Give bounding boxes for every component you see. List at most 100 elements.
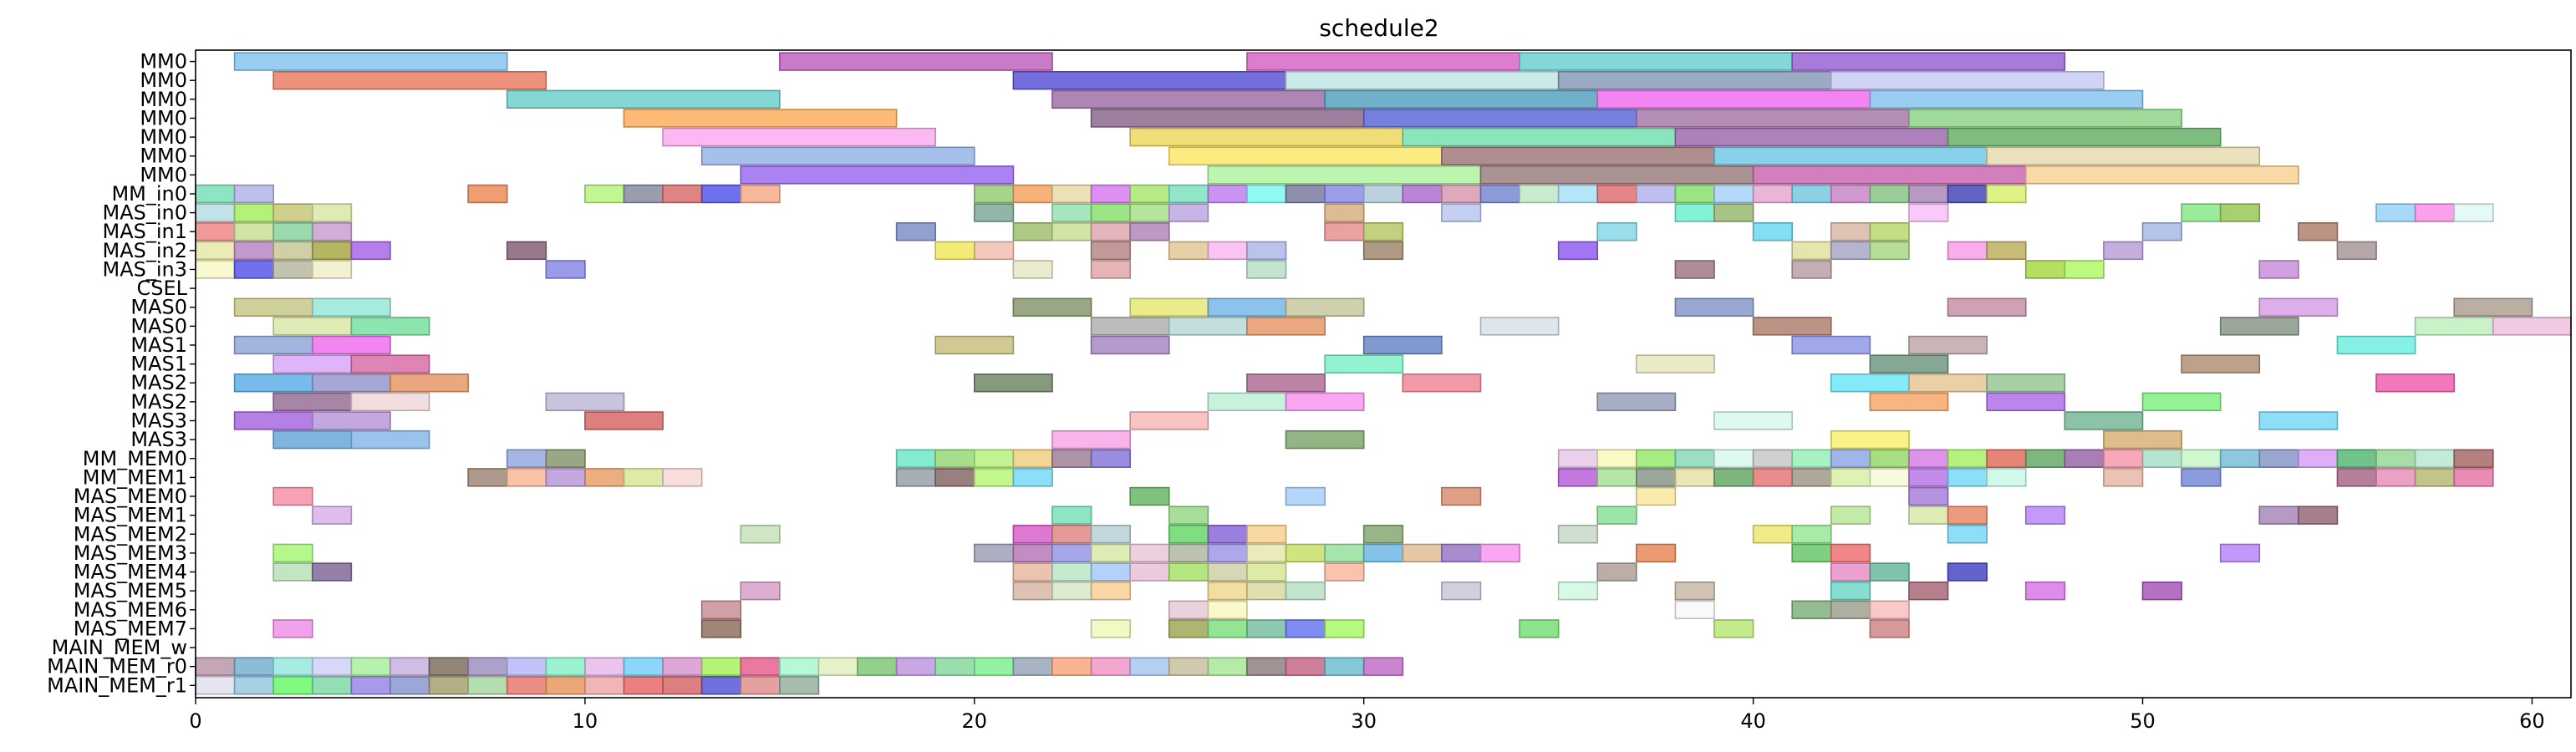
task-bar	[1791, 52, 2066, 71]
task-bar	[1051, 429, 1131, 450]
task-bar	[779, 657, 820, 676]
task-bar	[1246, 241, 1287, 261]
task-bar	[195, 241, 236, 261]
task-bar	[1791, 543, 1832, 563]
task-bar	[2064, 411, 2144, 430]
task-bar	[1207, 657, 1248, 676]
task-bar	[1596, 468, 1637, 487]
task-bar	[1402, 127, 1677, 147]
task-bar	[2219, 317, 2299, 336]
task-bar	[584, 676, 625, 695]
y-tick-label: MM0	[140, 69, 187, 92]
task-bar	[1557, 70, 1832, 90]
task-bar	[1362, 525, 1404, 544]
task-bar	[1090, 581, 1131, 601]
task-bar	[2219, 203, 2261, 222]
task-bar	[895, 468, 937, 487]
task-bar	[1090, 109, 1365, 128]
task-bar	[2414, 468, 2456, 487]
task-bar	[1830, 241, 1871, 261]
y-tick-label: MM0	[140, 88, 187, 111]
plot-frame	[195, 49, 2572, 699]
task-bar	[311, 297, 391, 317]
task-bar	[272, 429, 353, 450]
task-bar	[1090, 203, 1131, 222]
task-bar	[1713, 411, 1793, 430]
task-bar	[1636, 449, 1677, 468]
task-bar	[389, 676, 430, 695]
task-bar	[1791, 449, 1832, 468]
task-bar	[389, 657, 430, 676]
task-bar	[2336, 468, 2377, 487]
task-bar	[1479, 317, 1560, 336]
task-bar	[545, 449, 586, 468]
task-bar	[1129, 543, 1170, 563]
task-bar	[1674, 127, 1949, 147]
task-bar	[1285, 297, 1365, 317]
task-bar	[1908, 449, 1949, 468]
task-bar	[2024, 165, 2299, 185]
task-bar	[2103, 468, 2144, 487]
task-bar	[2258, 411, 2339, 430]
task-bar	[350, 241, 391, 261]
task-bar	[1090, 657, 1131, 676]
task-bar	[1713, 203, 1754, 222]
task-bar	[1090, 449, 1131, 468]
task-bar	[272, 354, 353, 373]
task-bar	[1713, 449, 1754, 468]
task-bar	[1362, 543, 1404, 563]
task-bar	[389, 373, 469, 393]
task-bar	[1636, 468, 1677, 487]
task-bar	[1168, 543, 1209, 563]
task-bar	[1557, 468, 1599, 487]
task-bar	[233, 676, 274, 695]
task-bar	[1986, 241, 2027, 261]
y-tick-label: MM0	[140, 163, 187, 186]
task-bar	[506, 241, 547, 261]
y-tick-label: MAS_in3	[102, 257, 187, 281]
task-bar	[2414, 203, 2456, 222]
task-bar	[1636, 109, 1910, 128]
task-bar	[1869, 354, 1949, 373]
task-bar	[1012, 260, 1053, 279]
task-bar	[272, 241, 313, 261]
y-tick-label: MAS_MEM0	[74, 485, 187, 508]
task-bar	[974, 543, 1015, 563]
task-bar	[1012, 581, 1053, 601]
task-bar	[740, 525, 781, 544]
task-bar	[2103, 449, 2144, 468]
y-tick-label: MM_in0	[111, 182, 187, 206]
task-bar	[662, 184, 703, 204]
task-bar	[272, 392, 353, 412]
task-bar	[1285, 70, 1560, 90]
task-bar	[1791, 184, 1832, 204]
task-bar	[272, 260, 313, 279]
task-bar	[1207, 600, 1248, 619]
task-bar	[584, 468, 625, 487]
task-bar	[467, 676, 508, 695]
task-bar	[1830, 449, 1871, 468]
task-bar	[1674, 600, 1715, 619]
task-bar	[506, 657, 547, 676]
task-bar	[1674, 297, 1754, 317]
task-bar	[1402, 373, 1482, 393]
task-bar	[1051, 203, 1092, 222]
task-bar	[700, 184, 742, 204]
task-bar	[700, 146, 975, 165]
task-bar	[1324, 203, 1365, 222]
task-bar	[1324, 184, 1365, 204]
task-bar	[1519, 52, 1793, 71]
task-bar	[1246, 657, 1287, 676]
task-bar	[974, 657, 1015, 676]
task-bar	[2024, 260, 2066, 279]
task-bar	[1012, 562, 1053, 582]
task-bar	[1129, 184, 1170, 204]
task-bar	[740, 676, 781, 695]
task-bar	[974, 468, 1015, 487]
task-bar	[272, 317, 353, 336]
task-bar	[895, 657, 937, 676]
task-bar	[817, 657, 858, 676]
task-bar	[233, 411, 313, 430]
task-bar	[1012, 449, 1053, 468]
